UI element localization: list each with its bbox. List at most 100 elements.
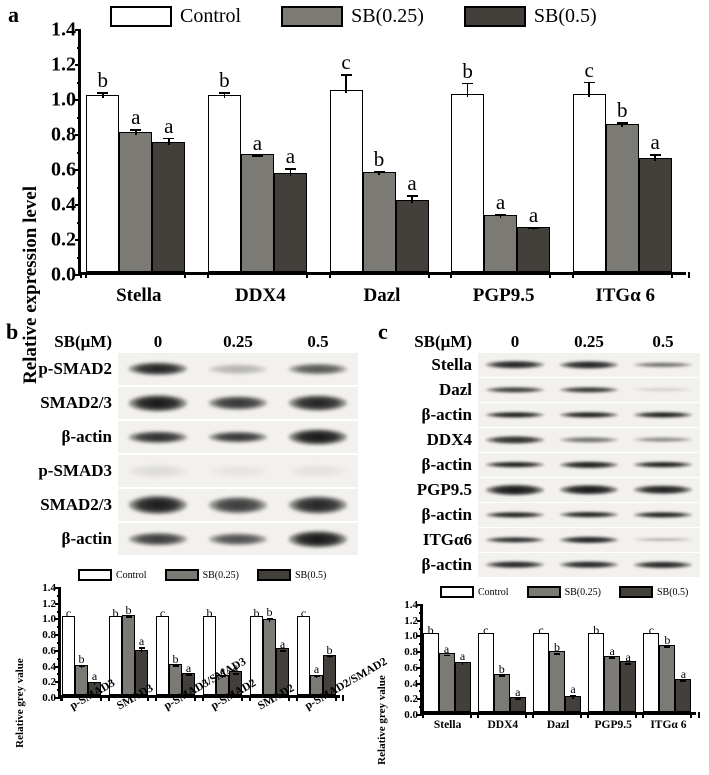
bar [643, 633, 660, 712]
y-axis-tick [55, 649, 61, 652]
x-axis-tick [249, 695, 251, 701]
x-axis-label: ITGα 6 [650, 719, 687, 731]
y-axis-tick-label: 0.2 [404, 693, 418, 706]
blot-row: Dazl [360, 377, 709, 402]
y-axis-tick-label: 0.2 [42, 676, 56, 689]
y-axis-tick-label: 0.8 [42, 629, 56, 642]
y-axis-minor-tick [57, 626, 61, 629]
error-bar-cap [340, 73, 352, 76]
bar [675, 679, 692, 712]
error-bar-cap [554, 652, 560, 655]
blot-row-label: p-SMAD3 [38, 461, 112, 480]
y-axis-tick-label: 0.0 [42, 692, 56, 704]
y-axis-tick [75, 274, 81, 276]
error-bar-cap [284, 168, 296, 171]
bar [216, 674, 229, 695]
error-bar-cap [125, 615, 132, 618]
significance-letter: a [625, 649, 631, 664]
error-bar-cap [373, 170, 385, 173]
blot-row-label: β-actin [421, 404, 472, 424]
significance-letter: a [252, 130, 263, 155]
blot-band [559, 560, 619, 569]
blot-band [633, 484, 693, 495]
bar [203, 616, 216, 695]
x-axis-tick [184, 272, 187, 278]
x-axis-tick [450, 272, 453, 278]
y-axis-tick [75, 29, 81, 31]
significance-letter: a [407, 171, 417, 196]
blot-row: β-actin [360, 502, 709, 527]
blot-row: p-SMAD2 [0, 352, 360, 386]
blot-band [633, 387, 693, 392]
error-bar-cap [313, 674, 320, 677]
y-axis-tick [55, 681, 61, 684]
error-bar [167, 137, 170, 145]
legend-swatch [618, 586, 653, 598]
y-axis-tick-label: 1.0 [51, 88, 76, 111]
x-axis-tick [155, 695, 157, 701]
error-bar-cap [625, 662, 632, 665]
legend-item-sb-0-5-: SB(0.5) [463, 5, 597, 28]
significance-letter: b [253, 606, 260, 621]
significance-letter: b [593, 623, 600, 638]
plot-area: 0.0 0.2 0.4 0.6 0.8 1.0 1.2 1.4 c b a b b a c b a b a a b b a c… [42, 582, 344, 704]
blot-lane-label: 0 [153, 332, 163, 351]
blot-band [559, 360, 619, 369]
bar [454, 662, 471, 712]
error-bar [499, 213, 502, 219]
significance-letter: a [459, 648, 466, 663]
blot-row: ITGα6 [360, 527, 709, 552]
blot-band [633, 511, 693, 518]
error-bar-cap [462, 82, 474, 85]
y-axis-minor-tick [419, 690, 423, 693]
blot-strip [118, 421, 358, 453]
y-axis-tick [75, 204, 81, 206]
x-axis-tick [549, 272, 552, 278]
legend-swatch [281, 5, 344, 27]
bar [263, 618, 276, 695]
bar [517, 226, 551, 272]
blot-row-label: PGP9.5 [416, 479, 472, 499]
bar [493, 673, 510, 712]
blot-row: β-actin [360, 552, 709, 577]
significance-letter: c [159, 606, 166, 621]
significance-letter: b [427, 623, 434, 638]
legend-swatch [164, 569, 199, 581]
error-bar-cap [130, 128, 142, 131]
blot-row-label: β-actin [61, 529, 112, 548]
error-bar-cap [649, 154, 661, 157]
legend-swatch [256, 569, 291, 581]
error-bar-cap [172, 665, 179, 667]
y-axis-minor-tick [77, 151, 81, 154]
legend-swatch [440, 586, 474, 598]
blot-band [633, 436, 693, 443]
bar [659, 644, 676, 712]
blot-band [208, 364, 268, 374]
error-bar [378, 170, 380, 176]
significance-letter: b [554, 639, 560, 654]
blot-strip [118, 455, 358, 487]
y-axis-minor-tick [77, 256, 81, 259]
y-axis-tick-label: 0.4 [51, 193, 76, 216]
significance-letter: b [616, 97, 628, 122]
blot-band [288, 429, 348, 445]
legend-item-control: Control [110, 5, 241, 28]
error-bar-cap [498, 675, 505, 678]
blot-row-label: SMAD2/3 [40, 393, 112, 412]
y-axis-tick-label: 0.6 [51, 158, 76, 181]
blot-band [559, 511, 619, 518]
x-axis-tick [670, 272, 673, 278]
y-axis-tick-label: 0.6 [404, 661, 418, 674]
x-axis-tick [524, 712, 527, 718]
blot-row-label: p-SMAD2 [38, 359, 112, 378]
panel-b-letter: b [6, 319, 19, 344]
bar [484, 215, 518, 272]
y-axis-minor-tick [419, 627, 423, 630]
y-axis-tick [75, 134, 81, 136]
legend-label: Control [478, 586, 509, 598]
error-bar [134, 128, 137, 135]
legend-swatch [78, 569, 112, 581]
y-axis-title: Relative grey value [14, 658, 26, 748]
significance-letter: b [266, 605, 273, 620]
bar [509, 697, 526, 712]
